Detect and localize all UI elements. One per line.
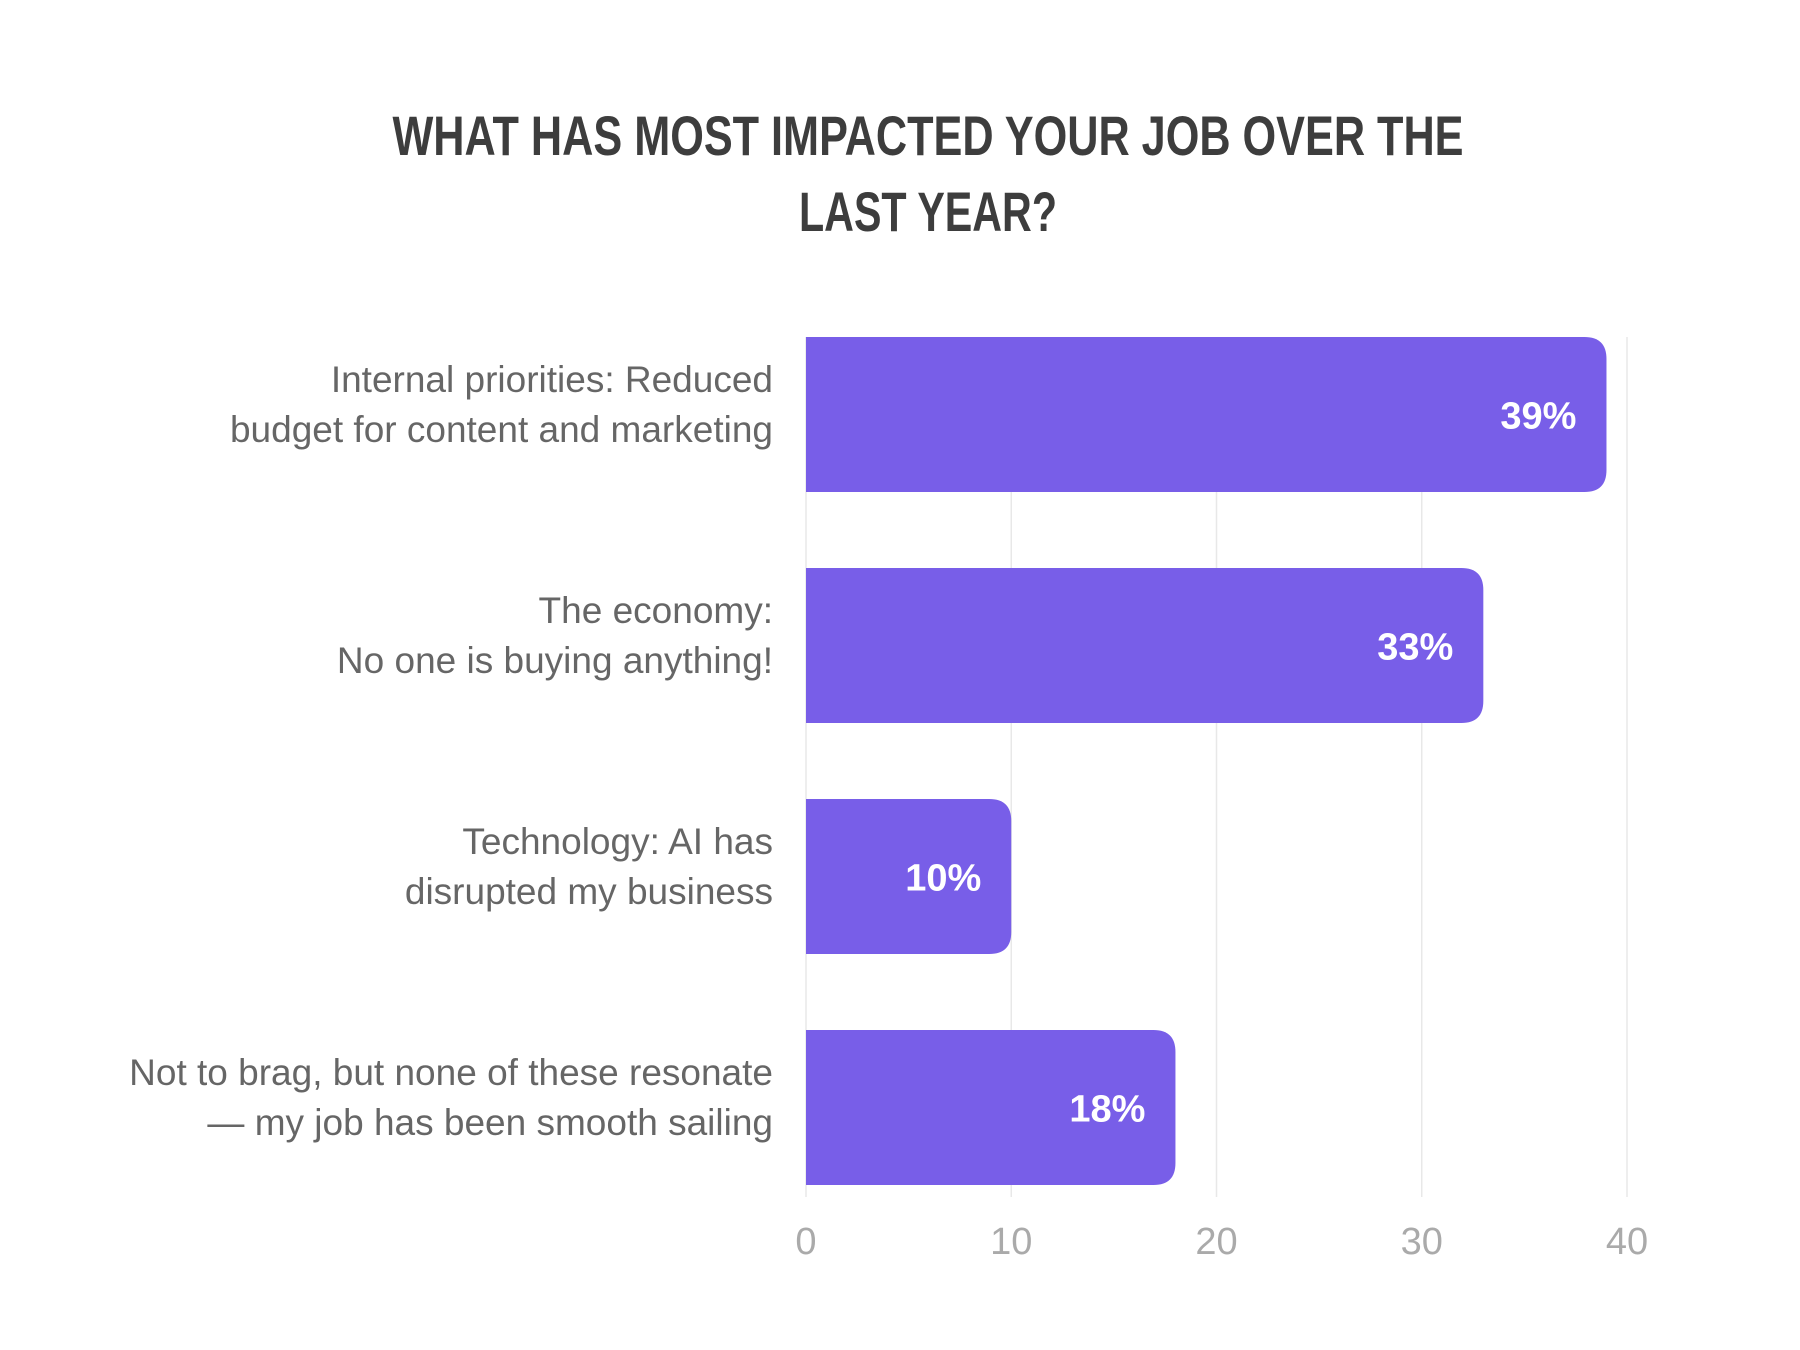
x-tick-label: 0 [795, 1221, 816, 1263]
bar [806, 568, 1484, 723]
chart-title-line: WHAT HAS MOST IMPACTED YOUR JOB OVER THE [393, 104, 1464, 167]
x-tick-label: 10 [990, 1221, 1032, 1263]
category-label: Internal priorities: Reduced [331, 359, 773, 400]
category-label: budget for content and marketing [230, 409, 773, 450]
data-label: 33% [1377, 627, 1453, 669]
category-label: Not to brag, but none of these resonate [129, 1052, 773, 1093]
category-label: — my job has been smooth sailing [207, 1102, 773, 1143]
category-label: No one is buying anything! [337, 640, 773, 681]
x-tick-label: 20 [1195, 1221, 1237, 1263]
chart-title: WHAT HAS MOST IMPACTED YOUR JOB OVER THE… [393, 104, 1464, 243]
bars: 39% Internal priorities: Reduced budget fo… [129, 337, 1607, 1185]
bar [806, 1030, 1176, 1185]
data-label: 10% [905, 858, 981, 900]
x-tick-label: 30 [1401, 1221, 1443, 1263]
category-label: disrupted my business [405, 871, 773, 912]
category-label: The economy: [539, 590, 773, 631]
x-axis-ticks: 0 10 20 30 40 [795, 1221, 1648, 1263]
chart-title-line: LAST YEAR? [799, 180, 1057, 243]
data-label: 18% [1069, 1089, 1145, 1131]
x-tick-label: 40 [1606, 1221, 1648, 1263]
bar [806, 337, 1607, 492]
bar [806, 799, 1012, 954]
data-label: 39% [1500, 396, 1576, 438]
category-label: Technology: AI has [462, 821, 773, 862]
